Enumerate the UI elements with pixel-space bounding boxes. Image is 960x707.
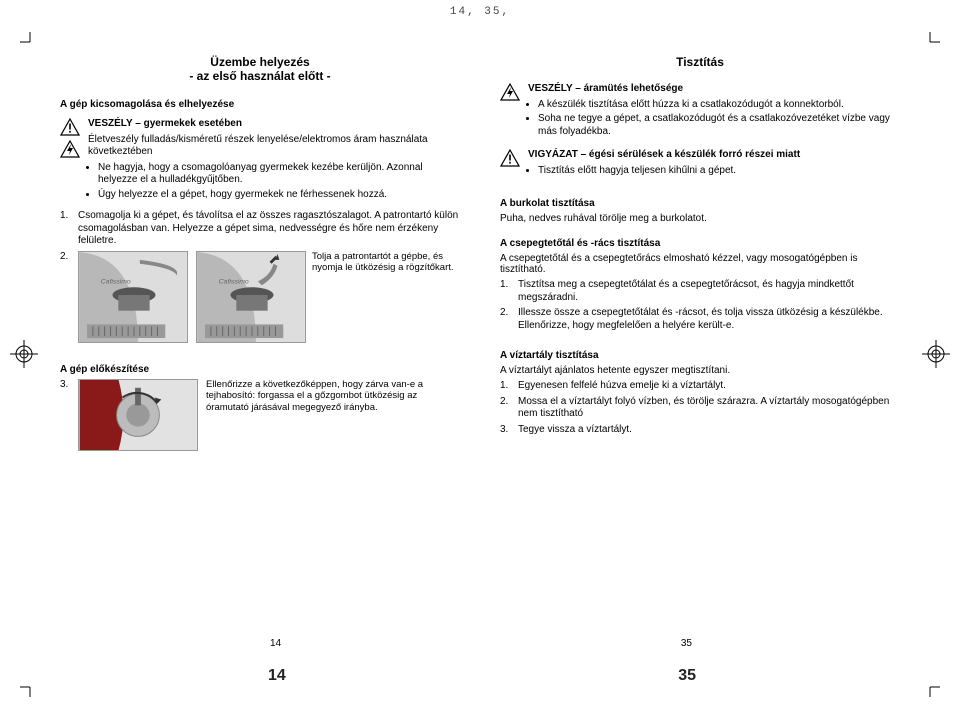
warn-bullet: Soha ne tegye a gépet, a csatlakozódugót… <box>538 113 900 138</box>
warning-electric-icon <box>60 140 80 158</box>
page-number-big-right: 35 <box>678 667 696 685</box>
warn-bullets: A készülék tisztítása előtt húzza ki a c… <box>538 99 900 139</box>
warning-electric-icon <box>500 83 520 101</box>
warn-bullets: Ne hagyja, hogy a csomagolóanyag gyermek… <box>98 162 460 202</box>
step-number: 1. <box>60 210 74 248</box>
list-item: 1. Tisztítsa meg a csepegtetőtálat és a … <box>500 279 900 304</box>
list-item: 2. Illessze össze a csepegtetőtálat és -… <box>500 307 900 332</box>
registration-mark-left <box>10 340 38 371</box>
section-tank-clean: A víztartály tisztítása A víztartályt aj… <box>500 344 900 440</box>
page-spread: Üzembe helyezés - az első használat előt… <box>60 55 900 454</box>
step-1: 1. Csomagolja ki a gépet, és távolítsa e… <box>60 210 460 248</box>
step-text: Tolja a patrontartót a gépbe, és nyomja … <box>312 251 460 275</box>
crop-mark-bl <box>20 677 40 697</box>
warn-burn: VIGYÁZAT – égési sérülések a készülék fo… <box>500 149 900 180</box>
warn-bullet: A készülék tisztítása előtt húzza ki a c… <box>538 99 900 112</box>
list-item: 3. Tegye vissza a víztartályt. <box>500 424 900 437</box>
svg-text:Cafissimo: Cafissimo <box>219 278 249 285</box>
section-text: Puha, nedves ruhával törölje meg a burko… <box>500 213 900 224</box>
warn-children: VESZÉLY – gyermekek esetében Életveszély… <box>60 118 460 204</box>
warn-bullet: Úgy helyezze el a gépet, hogy gyermekek … <box>98 189 460 202</box>
crop-mark-tl <box>20 32 40 52</box>
step-text: Csomagolja ki a gépet, és távolítsa el a… <box>78 210 460 248</box>
right-page: Tisztítás VESZÉLY – áramütés lehetősége … <box>500 55 900 454</box>
imposition-label: 14, 35, <box>0 6 960 18</box>
left-page: Üzembe helyezés - az első használat előt… <box>60 55 460 454</box>
warn-bullets: Tisztítás előtt hagyja teljesen kihűlni … <box>538 165 900 178</box>
step-number: 3. <box>60 379 74 451</box>
figure-3 <box>78 379 198 451</box>
section-label: A víztartály tisztítása <box>500 350 900 361</box>
warn-bullet: Tisztítás előtt hagyja teljesen kihűlni … <box>538 165 900 178</box>
warn-para: Életveszély fulladás/kisméretű részek le… <box>88 134 460 159</box>
title-line-1: Üzembe helyezés <box>60 55 460 69</box>
warn-icons <box>60 118 82 204</box>
warn-shock: VESZÉLY – áramütés lehetősége A készülék… <box>500 83 900 141</box>
page-number-right: 35 <box>681 638 692 649</box>
registration-mark-right <box>922 340 950 371</box>
step-3: 3. Ellenőrizze a következőké <box>60 379 460 451</box>
title-line-2: - az első használat előtt - <box>60 69 460 83</box>
list-item: 2. Mossa el a víztartályt folyó vízben, … <box>500 396 900 421</box>
warn-heading: VESZÉLY – gyermekek esetében <box>88 118 460 131</box>
warning-triangle-icon <box>500 149 520 167</box>
page-title: Üzembe helyezés - az első használat előt… <box>60 55 460 83</box>
section-label: A csepegtetőtál és -rács tisztítása <box>500 238 900 249</box>
warn-bullet: Ne hagyja, hogy a csomagolóanyag gyermek… <box>98 162 460 187</box>
crop-mark-br <box>920 677 940 697</box>
figure-2b: Cafissimo <box>196 251 306 343</box>
section-label: A burkolat tisztítása <box>500 198 900 209</box>
step-text: Ellenőrizze a következőképpen, hogy zárv… <box>206 379 460 415</box>
section-unpacking: A gép kicsomagolása és elhelyezése <box>60 99 460 110</box>
step-number: 2. <box>60 251 74 343</box>
section-intro: A víztartályt ajánlatos hetente egyszer … <box>500 365 900 376</box>
brand-text: Cafissimo <box>101 278 131 285</box>
list-item: 1. Egyenesen felfelé húzva emelje ki a v… <box>500 380 900 393</box>
section-drip-clean: A csepegtetőtál és -rács tisztítása A cs… <box>500 232 900 336</box>
section-intro: A csepegtetőtál és a csepegtetőrács elmo… <box>500 253 900 275</box>
warn-heading: VIGYÁZAT – égési sérülések a készülék fo… <box>528 149 900 162</box>
page-number-left: 14 <box>270 638 281 649</box>
step-2: 2. <box>60 251 460 343</box>
page-number-big-left: 14 <box>268 667 286 685</box>
warn-heading: VESZÉLY – áramütés lehetősége <box>528 83 900 96</box>
section-prep: A gép előkészítése <box>60 364 460 375</box>
crop-mark-tr <box>920 32 940 52</box>
figure-2a: Cafissimo <box>78 251 188 343</box>
section-case-clean: A burkolat tisztítása Puha, nedves ruháv… <box>500 192 900 224</box>
warning-triangle-icon <box>60 118 80 136</box>
page-title: Tisztítás <box>500 55 900 69</box>
